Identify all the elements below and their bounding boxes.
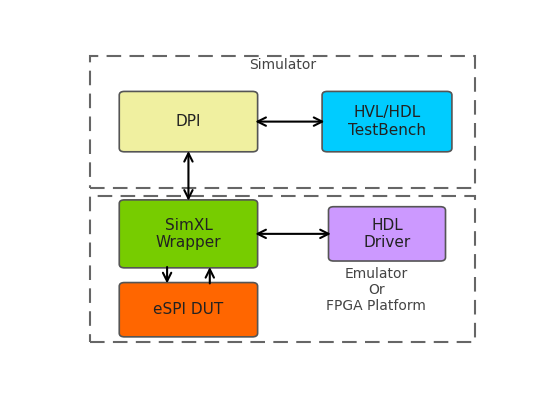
FancyBboxPatch shape: [328, 207, 446, 261]
Text: HDL
Driver: HDL Driver: [363, 217, 410, 250]
Text: DPI: DPI: [176, 114, 201, 129]
Text: eSPI DUT: eSPI DUT: [153, 302, 224, 317]
Bar: [90, 196, 474, 342]
Text: SimXL
Wrapper: SimXL Wrapper: [155, 217, 222, 250]
FancyBboxPatch shape: [322, 91, 452, 152]
Text: HVL/HDL
TestBench: HVL/HDL TestBench: [348, 106, 426, 138]
Text: Emulator
Or
FPGA Platform: Emulator Or FPGA Platform: [326, 267, 426, 313]
FancyBboxPatch shape: [119, 200, 258, 268]
FancyBboxPatch shape: [119, 282, 258, 337]
FancyBboxPatch shape: [119, 91, 258, 152]
Text: Simulator: Simulator: [249, 58, 316, 72]
Bar: [90, 56, 474, 188]
